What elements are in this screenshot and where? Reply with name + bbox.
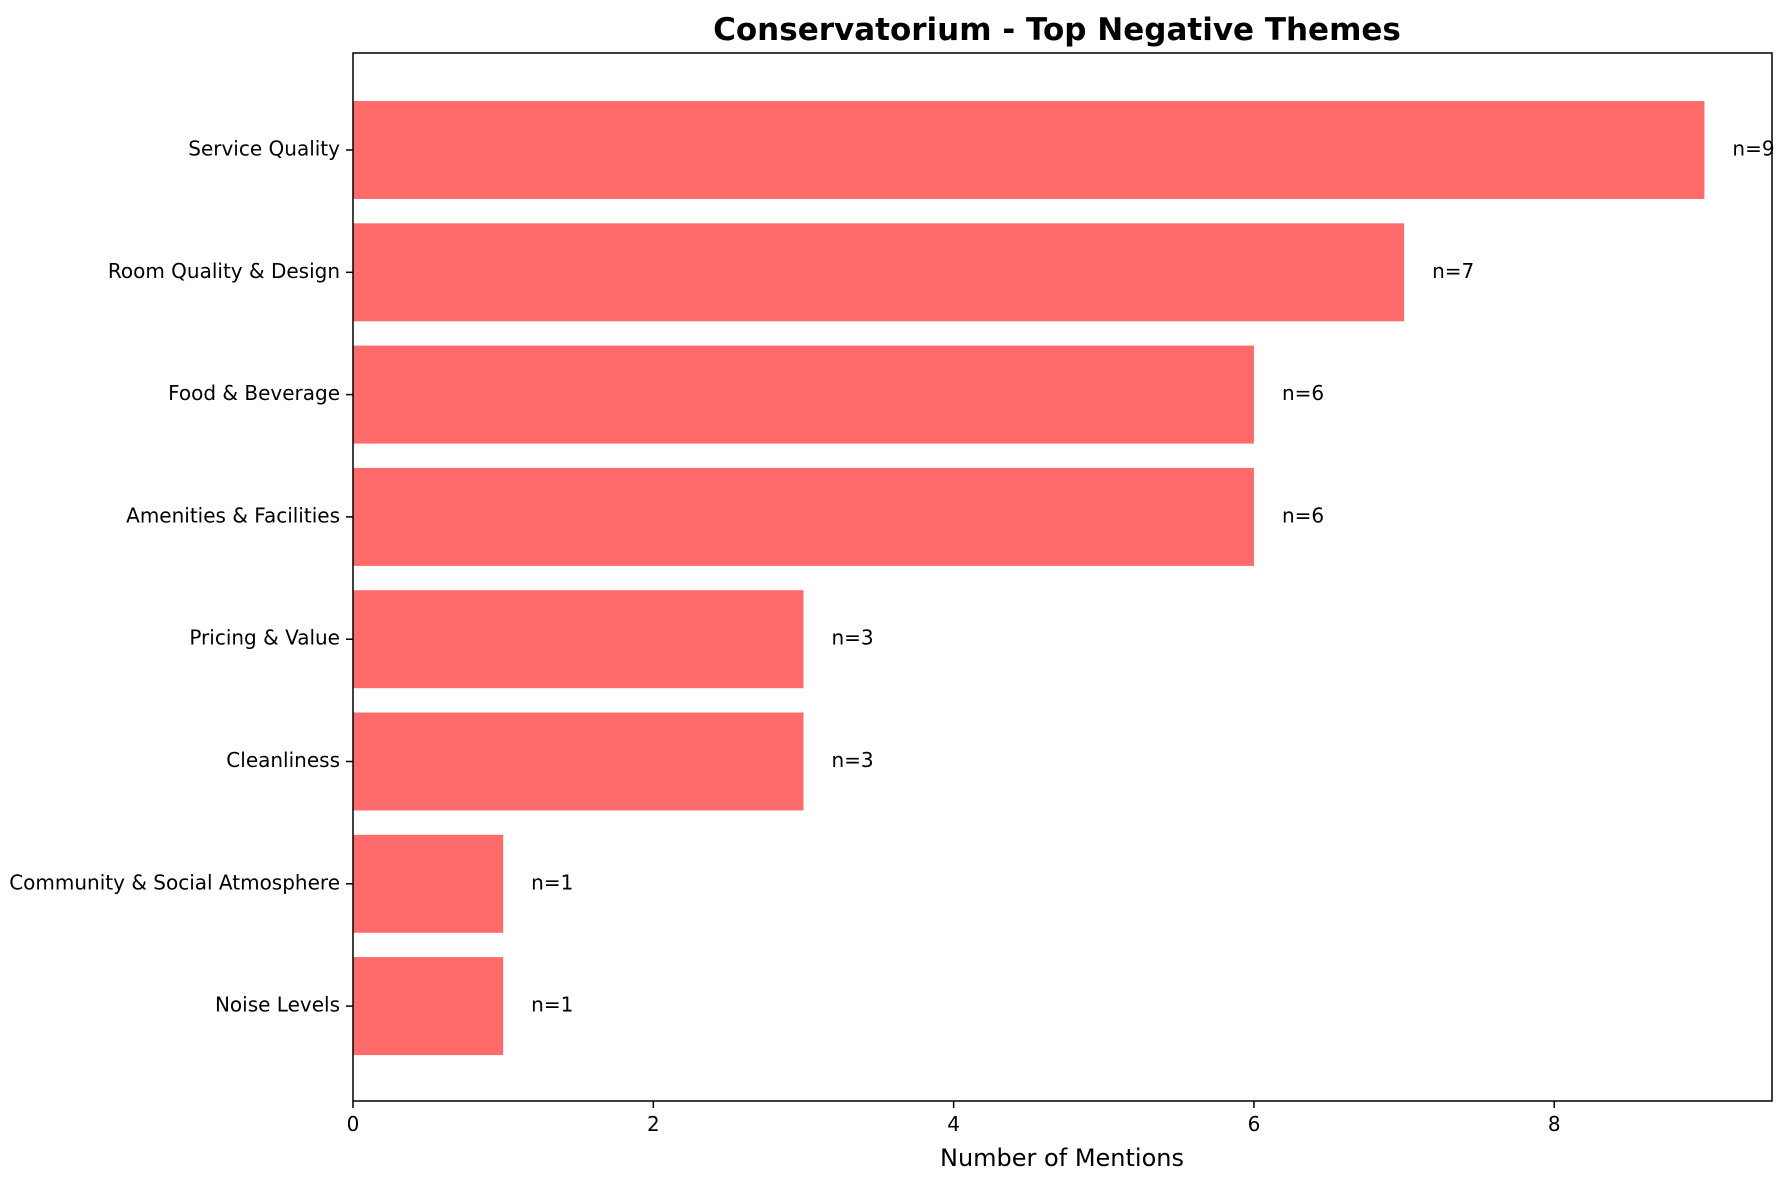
category-label-6: Community & Social Atmosphere bbox=[9, 870, 340, 894]
x-tick-label-4: 8 bbox=[1548, 1112, 1561, 1136]
y-axis: Service Quality Room Quality & Design Food… bbox=[9, 137, 353, 1017]
value-label-6: n=1 bbox=[531, 870, 573, 894]
x-tick-label-0: 0 bbox=[347, 1112, 360, 1136]
bar-0 bbox=[353, 101, 1705, 199]
value-label-5: n=3 bbox=[831, 748, 873, 772]
bar-2 bbox=[353, 345, 1254, 444]
bar-4 bbox=[353, 590, 804, 689]
bar-3 bbox=[353, 467, 1254, 566]
bar-5 bbox=[353, 712, 804, 811]
value-label-7: n=1 bbox=[531, 993, 573, 1017]
category-label-2: Food & Beverage bbox=[168, 381, 340, 405]
x-tick-label-1: 2 bbox=[647, 1112, 660, 1136]
category-label-4: Pricing & Value bbox=[189, 626, 340, 650]
plot-frame bbox=[352, 52, 1773, 1102]
value-label-1: n=7 bbox=[1432, 259, 1474, 283]
chart-title: Conservatorium - Top Negative Themes bbox=[713, 12, 1401, 48]
value-labels-layer: n=9 n=7 n=6 n=6 n=3 n=3 n=1 n=1 bbox=[531, 137, 1774, 1017]
x-axis-label: Number of Mentions bbox=[940, 1144, 1184, 1172]
bar-1 bbox=[353, 223, 1405, 322]
category-label-1: Room Quality & Design bbox=[108, 259, 340, 283]
bar-7 bbox=[353, 957, 504, 1056]
value-label-0: n=9 bbox=[1732, 137, 1774, 161]
x-axis: 0 2 4 6 8 bbox=[347, 1101, 1561, 1136]
x-tick-label-2: 4 bbox=[947, 1112, 960, 1136]
category-label-7: Noise Levels bbox=[215, 993, 340, 1017]
value-label-3: n=6 bbox=[1282, 503, 1324, 527]
value-label-4: n=3 bbox=[831, 626, 873, 650]
x-tick-label-3: 6 bbox=[1248, 1112, 1261, 1136]
bars-layer bbox=[353, 101, 1705, 1056]
value-label-2: n=6 bbox=[1282, 381, 1324, 405]
bar-6 bbox=[353, 834, 504, 933]
category-label-0: Service Quality bbox=[188, 137, 340, 161]
category-label-5: Cleanliness bbox=[226, 748, 340, 772]
category-label-3: Amenities & Facilities bbox=[126, 503, 340, 527]
